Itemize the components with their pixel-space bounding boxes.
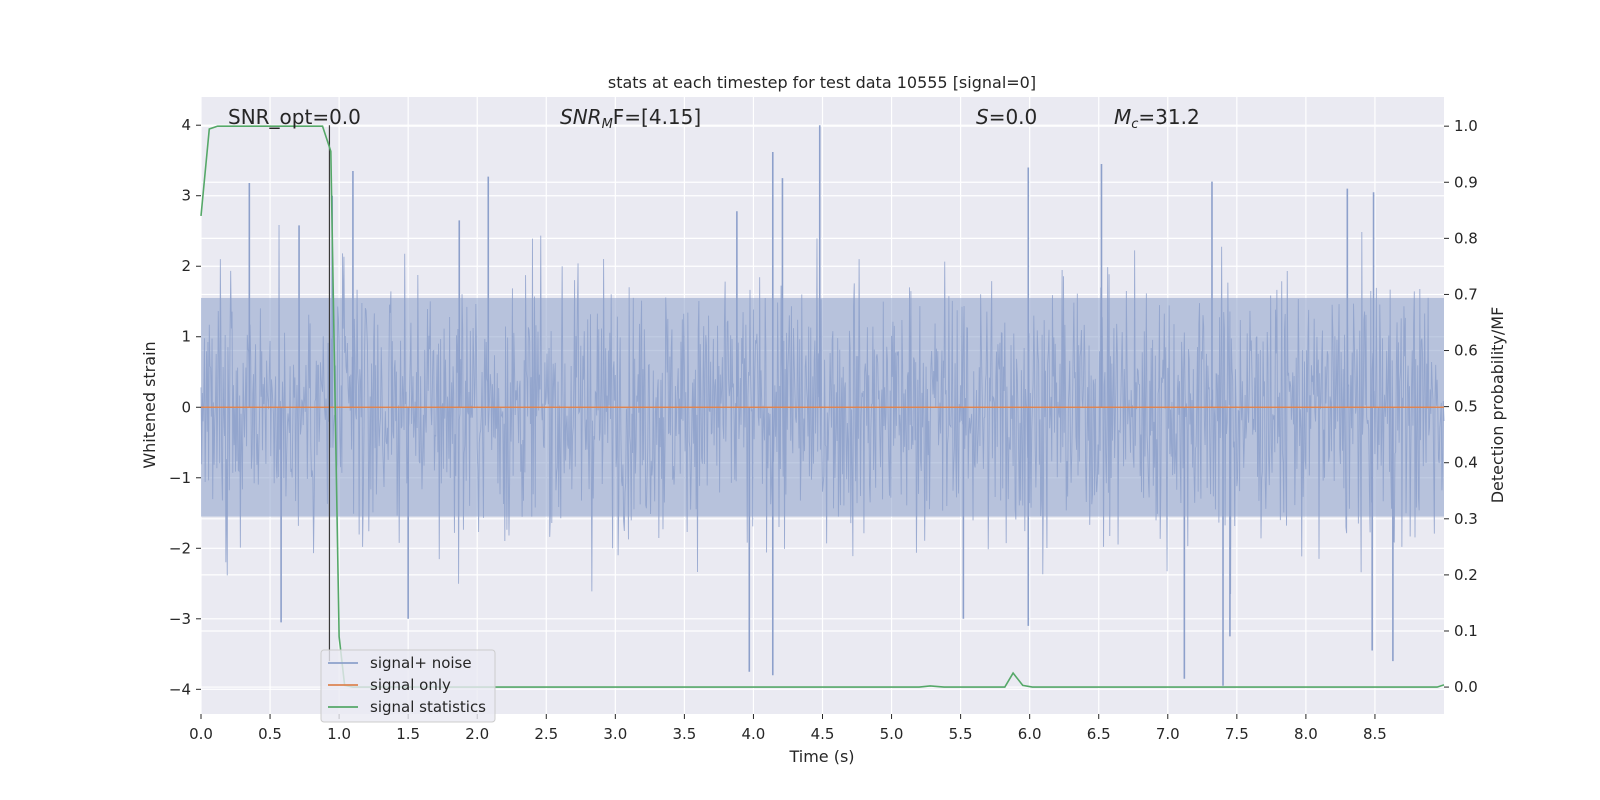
ytick-left-label-1: −3	[169, 610, 191, 628]
bottom-axis-ticks: 0.0 0.5 1.0 1.5 2.0 2.5 3.0 3.5 4.0 4.5 5.0 5.5 6.0 6…	[189, 714, 1387, 743]
ytick-left-label-2: −2	[169, 539, 191, 557]
ytick-left-label-7: 3	[181, 187, 191, 205]
left-axis-ticks: −4 −3 −2 −1 0 1 2 3 4	[169, 116, 201, 698]
ytick-left-label-6: 2	[181, 257, 191, 275]
xtick-label-15: 7.5	[1225, 725, 1249, 743]
xtick-label-3: 1.5	[396, 725, 420, 743]
xtick-label-13: 6.5	[1087, 725, 1111, 743]
annotation-mc-sub: c	[1131, 117, 1138, 132]
ytick-left-label-4: 0	[181, 398, 191, 416]
xtick-label-17: 8.5	[1363, 725, 1387, 743]
annotation-snr-mf-main: SNR	[560, 105, 602, 129]
annotation-mc-main: M	[1114, 105, 1131, 129]
ytick-right-label-8: 0.8	[1454, 229, 1478, 247]
annotation-mc-rest: =31.2	[1138, 105, 1199, 129]
xtick-label-11: 5.5	[949, 725, 973, 743]
xtick-label-16: 8.0	[1294, 725, 1318, 743]
xtick-label-7: 3.5	[672, 725, 696, 743]
annotation-snr-mf: SNRMF=[4.15]	[560, 105, 701, 132]
xtick-label-4: 2.0	[465, 725, 489, 743]
ytick-right-label-1: 0.1	[1454, 622, 1478, 640]
chart-title: stats at each timestep for test data 105…	[608, 73, 1036, 92]
right-axis-ticks: 0.0 0.1 0.2 0.3 0.4 0.5 0.6 0.7 0.8 0.9 1.0	[1444, 117, 1478, 696]
ytick-right-label-3: 0.3	[1454, 510, 1478, 528]
legend-label-signal-noise: signal+ noise	[370, 654, 472, 672]
xtick-label-6: 3.0	[603, 725, 627, 743]
legend: signal+ noise signal only signal statist…	[320, 649, 496, 723]
ytick-right-label-2: 0.2	[1454, 566, 1478, 584]
legend-label-signal-statistics: signal statistics	[370, 698, 486, 716]
y-axis-label-right: Detection probability/MF	[1488, 307, 1507, 504]
ytick-left-label-5: 1	[181, 328, 191, 346]
annotation-snr-mf-rest: F=[4.15]	[613, 105, 701, 129]
ytick-left-label-3: −1	[169, 469, 191, 487]
x-axis-label: Time (s)	[788, 747, 854, 766]
legend-label-signal-only: signal only	[370, 676, 451, 694]
ytick-right-label-9: 0.9	[1454, 173, 1478, 191]
xtick-label-0: 0.0	[189, 725, 213, 743]
xtick-label-10: 5.0	[880, 725, 904, 743]
xtick-label-14: 7.0	[1156, 725, 1180, 743]
annotation-snr-opt: SNR_opt=0.0	[228, 105, 361, 129]
ytick-right-label-7: 0.7	[1454, 285, 1478, 303]
annotation-s-rest: =0.0	[989, 105, 1038, 129]
ytick-right-label-5: 0.5	[1454, 398, 1478, 416]
xtick-label-1: 0.5	[258, 725, 282, 743]
xtick-label-5: 2.5	[534, 725, 558, 743]
annotation-s: S=0.0	[976, 105, 1037, 129]
ytick-left-label-0: −4	[169, 680, 191, 698]
annotation-s-main: S	[976, 105, 989, 129]
xtick-label-2: 1.0	[327, 725, 351, 743]
xtick-label-9: 4.5	[811, 725, 835, 743]
annotation-mc: Mc=31.2	[1114, 105, 1200, 132]
ytick-right-label-10: 1.0	[1454, 117, 1478, 135]
annotation-snr-mf-sub: M	[602, 117, 613, 132]
ytick-right-label-4: 0.4	[1454, 454, 1478, 472]
ytick-right-label-0: 0.0	[1454, 678, 1478, 696]
legend-box	[320, 649, 496, 723]
xtick-label-8: 4.0	[742, 725, 766, 743]
ytick-left-label-8: 4	[181, 116, 191, 134]
xtick-label-12: 6.0	[1018, 725, 1042, 743]
ytick-right-label-6: 0.6	[1454, 342, 1478, 360]
y-axis-label-left: Whitened strain	[140, 341, 159, 468]
